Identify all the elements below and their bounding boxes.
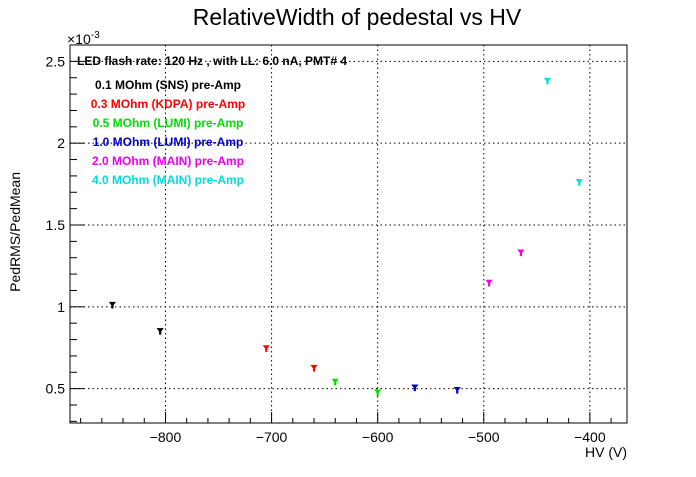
- legend: 0.1 MOhm (SNS) pre-Amp 0.3 MOhm (KDPA) pr…: [91, 78, 245, 187]
- plot-frame: [69, 44, 628, 424]
- data-point: [374, 389, 382, 397]
- x-tick-label: −700: [256, 429, 288, 445]
- data-point: [453, 386, 461, 394]
- legend-entry: 0.3 MOhm (KDPA) pre-Amp: [91, 97, 245, 111]
- legend-entry: 4.0 MOhm (MAIN) pre-Amp: [92, 173, 244, 187]
- series-3-markers: [331, 378, 382, 397]
- x-tick-label: −800: [150, 429, 182, 445]
- x-tick-labels: −800 −700 −600 −500 −400: [150, 429, 606, 445]
- x-tick-label: −600: [362, 429, 394, 445]
- legend-entry: 1.0 MOhm (LUMI) pre-Amp: [93, 135, 244, 149]
- data-point: [331, 378, 339, 386]
- data-point: [262, 345, 270, 352]
- y-tick-label: 1: [57, 299, 65, 315]
- data-point: [543, 77, 552, 85]
- data-point: [108, 301, 117, 309]
- y-exponent-power: -3: [91, 30, 100, 41]
- axis-ticks: [70, 60, 612, 423]
- y-exponent-base: ×10: [67, 31, 91, 47]
- legend-entry: 2.0 MOhm (MAIN) pre-Amp: [92, 154, 244, 168]
- chart-title: RelativeWidth of pedestal vs HV: [193, 4, 522, 30]
- data-point: [411, 384, 419, 392]
- y-axis-label: PedRMS/PedMean: [7, 172, 23, 292]
- data-point: [310, 364, 318, 372]
- x-axis-label: HV (V): [585, 444, 627, 460]
- series-5-markers: [485, 249, 525, 287]
- data-point: [575, 179, 583, 186]
- legend-entry: 0.5 MOhm (LUMI) pre-Amp: [93, 116, 244, 130]
- data-point: [517, 249, 525, 257]
- x-tick-label: −400: [574, 429, 606, 445]
- grid-lines: [70, 45, 627, 423]
- series-1-markers: [108, 301, 164, 335]
- y-tick-label: 1.5: [46, 217, 66, 233]
- data-markers: [108, 77, 583, 397]
- legend-entry: 0.1 MOhm (SNS) pre-Amp: [95, 78, 241, 92]
- series-6-markers: [543, 77, 583, 186]
- y-tick-label: 2.5: [46, 53, 66, 69]
- series-2-markers: [262, 345, 318, 372]
- series-4-markers: [411, 384, 461, 394]
- data-point: [485, 279, 493, 287]
- data-point: [156, 328, 164, 335]
- y-axis-exponent: ×10-3: [67, 30, 100, 47]
- y-tick-labels: 0.5 1 1.5 2 2.5: [46, 53, 66, 396]
- info-text: LED flash rate: 120 Hz , with LL: 6.0 nA…: [77, 54, 347, 68]
- x-tick-label: −500: [468, 429, 500, 445]
- y-tick-label: 0.5: [46, 381, 66, 397]
- y-tick-label: 2: [57, 135, 65, 151]
